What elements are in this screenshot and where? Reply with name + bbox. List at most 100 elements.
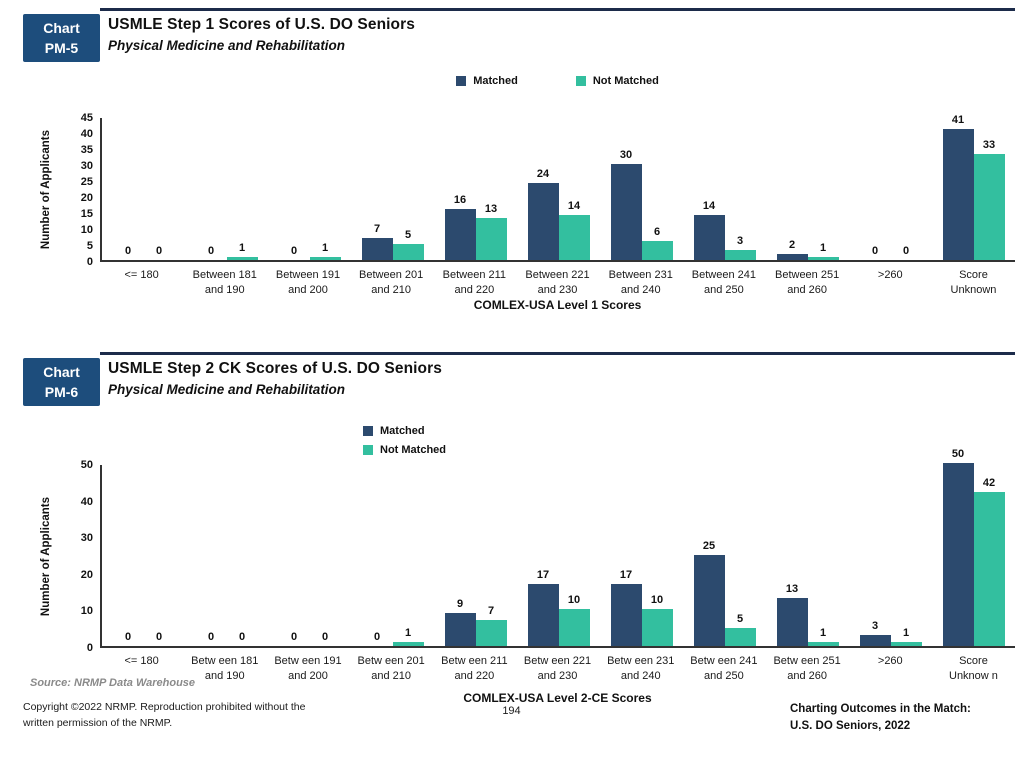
copyright-line-1: Copyright ©2022 NRMP. Reproduction prohi… bbox=[23, 701, 306, 713]
bar-value-label: 7 bbox=[487, 605, 495, 618]
chart-subtitle-pm5: Physical Medicine and Rehabilitation bbox=[108, 38, 346, 53]
bar-value-label: 7 bbox=[373, 222, 381, 235]
legend-label: Not Matched bbox=[592, 75, 659, 87]
bar-not-matched: 1 bbox=[309, 242, 341, 260]
bar-value-label: 0 bbox=[290, 631, 298, 643]
bar-value-label: 3 bbox=[736, 235, 744, 248]
category-label: Betw een 181 and 190 bbox=[191, 655, 259, 682]
category-group: 24 14 bbox=[517, 118, 600, 260]
category-label: Score Unknow n bbox=[949, 655, 998, 682]
y-axis-title-column: Number of Applicants bbox=[23, 465, 68, 648]
section-divider-rule bbox=[100, 8, 1015, 11]
bar-value-label: 14 bbox=[702, 200, 716, 213]
bar-value-label: 0 bbox=[238, 631, 246, 643]
bar-value-label: 5 bbox=[736, 612, 744, 625]
report-title-line-2: U.S. DO Seniors, 2022 bbox=[790, 719, 911, 732]
x-axis-category-labels: <= 180 Betw een 181 and 190 Betw een 191 a… bbox=[100, 648, 1015, 684]
bar-value-label: 33 bbox=[982, 139, 996, 152]
category-label: Betw een 191 and 200 bbox=[274, 655, 342, 682]
category-label: Between 221 and 230 bbox=[525, 269, 590, 296]
bar-value-label: 30 bbox=[619, 149, 633, 161]
bar-value-label: 24 bbox=[536, 168, 550, 181]
bar-matched: 24 bbox=[527, 168, 559, 260]
bar-value-label: 10 bbox=[567, 594, 581, 607]
bar-value-label: 25 bbox=[702, 539, 716, 552]
chart-badge-id: PM-5 bbox=[44, 40, 79, 56]
bar-value-label: 0 bbox=[155, 245, 163, 257]
bar-matched: 7 bbox=[361, 223, 393, 260]
bar-value-label: 16 bbox=[453, 193, 467, 206]
report-title-line-1: Charting Outcomes in the Match: bbox=[790, 703, 971, 715]
chart-badge-word: Chart bbox=[43, 363, 80, 380]
bar-not-matched: 42 bbox=[973, 477, 1005, 646]
bar-value-label: 3 bbox=[871, 620, 879, 633]
legend-swatch-icon bbox=[456, 76, 467, 86]
section-divider-rule bbox=[100, 352, 1015, 355]
y-tick-label: 0 bbox=[86, 642, 93, 654]
bar-not-matched: 10 bbox=[558, 594, 590, 646]
y-tick-label: 40 bbox=[80, 128, 93, 140]
category-label: Between 181 and 190 bbox=[192, 269, 257, 296]
category-label: Score Unknown bbox=[950, 269, 997, 296]
legend-pm6: Matched Not Matched bbox=[363, 425, 446, 456]
legend-swatch-icon bbox=[363, 445, 373, 455]
y-tick-label: 40 bbox=[80, 495, 93, 508]
bar-matched: 16 bbox=[444, 194, 476, 260]
category-label: <= 180 bbox=[124, 269, 159, 281]
plot-column: 0 0 0 0 0 0 0 1 9 7 17 10 17 10 25 5 13 1 3 1 50 42 <= 180 Bet… bbox=[100, 448, 1015, 684]
category-group: 50 42 bbox=[932, 448, 1015, 646]
chart-subtitle-pm6: Physical Medicine and Rehabilitation bbox=[108, 382, 346, 397]
x-axis-category-labels: <= 180 Between 181 and 190 Between 191 and… bbox=[100, 262, 1015, 298]
category-group: 41 33 bbox=[932, 114, 1015, 260]
bar-value-label: 17 bbox=[536, 568, 550, 581]
legend-entry-not-matched: Not Matched bbox=[575, 75, 659, 87]
bar-matched: 9 bbox=[444, 598, 476, 646]
plot-area: 0 0 0 1 0 1 7 5 16 13 24 14 30 6 14 3 2 1 0 0 41 33 bbox=[100, 114, 1015, 262]
bar-value-label: 0 bbox=[321, 631, 329, 643]
category-label: Between 191 and 200 bbox=[275, 269, 341, 296]
y-tick-label: 10 bbox=[80, 224, 93, 236]
report-title-footer: Charting Outcomes in the Match: U.S. DO … bbox=[790, 701, 971, 734]
legend-label: Not Matched bbox=[380, 444, 446, 456]
bar-value-label: 5 bbox=[404, 229, 412, 241]
category-label: Betw een 221 and 230 bbox=[523, 655, 592, 682]
source-note: Source: NRMP Data Warehouse bbox=[30, 677, 196, 689]
chart-badge-word: Chart bbox=[43, 19, 80, 36]
bar-chart-pm5: Number of Applicants 0 5 10 15 20 25 30 35 40 45 … bbox=[23, 112, 1015, 298]
bar-value-label: 0 bbox=[207, 631, 215, 643]
y-tick-label: 5 bbox=[86, 240, 93, 252]
y-tick-label: 0 bbox=[86, 256, 93, 268]
bar-matched: 3 bbox=[859, 620, 891, 646]
bar-not-matched: 6 bbox=[641, 226, 673, 260]
bar-value-label: 0 bbox=[124, 245, 132, 257]
bar-value-label: 1 bbox=[321, 241, 329, 254]
bar-value-label: 1 bbox=[819, 241, 827, 254]
bar-not-matched: 1 bbox=[392, 627, 424, 646]
bar-not-matched: 14 bbox=[558, 200, 590, 260]
y-tick-label: 20 bbox=[80, 568, 93, 581]
category-group: 30 6 bbox=[600, 118, 683, 260]
chart-id-badge-pm5: Chart PM-5 bbox=[23, 14, 100, 62]
y-tick-label: 50 bbox=[80, 459, 93, 471]
category-label: Between 211 and 220 bbox=[442, 269, 507, 296]
copyright-note: Copyright ©2022 NRMP. Reproduction prohi… bbox=[23, 700, 363, 732]
chart-title-pm5: USMLE Step 1 Scores of U.S. DO Seniors bbox=[108, 16, 415, 33]
category-label: Betw een 231 and 240 bbox=[607, 655, 675, 682]
bar-value-label: 1 bbox=[238, 241, 246, 254]
bar-not-matched: 1 bbox=[807, 627, 839, 646]
bar-not-matched: 1 bbox=[890, 627, 922, 646]
y-axis-title: Number of Applicants bbox=[39, 130, 52, 250]
bar-value-label: 41 bbox=[951, 113, 965, 126]
bar-value-label: 9 bbox=[456, 598, 464, 611]
bar-not-matched: 5 bbox=[392, 229, 424, 260]
bar-value-label: 0 bbox=[290, 245, 298, 257]
